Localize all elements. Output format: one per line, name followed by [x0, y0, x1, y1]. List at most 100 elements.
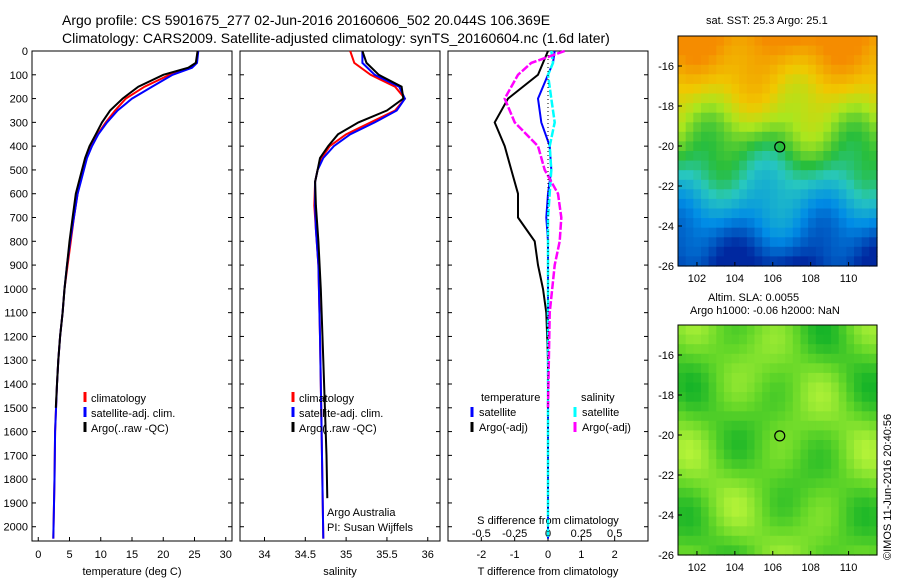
map-cell: [838, 189, 847, 200]
map-cell: [762, 141, 771, 152]
x-axis-label: T difference from climatology: [478, 566, 619, 578]
map-cell: [716, 449, 725, 460]
map-cell: [762, 468, 771, 479]
x-tick-label: 106: [764, 273, 782, 285]
map-cell: [701, 170, 710, 181]
legend-label: Argo(..raw -QC): [299, 423, 377, 435]
map-cell: [754, 218, 763, 229]
map-cell: [723, 74, 733, 85]
map-cell: [792, 516, 802, 527]
map-cell: [815, 237, 825, 248]
map-cell: [739, 179, 748, 190]
map-cell: [808, 179, 817, 190]
map-cell: [708, 344, 717, 355]
map-cell: [815, 420, 825, 431]
map-cell: [762, 516, 771, 527]
map-cell: [823, 401, 832, 412]
map-cell: [785, 382, 794, 393]
map-cell: [846, 198, 855, 210]
map-cell: [831, 151, 840, 162]
y-tick-label: 800: [10, 236, 28, 248]
map-cell: [708, 112, 717, 123]
map-cell: [846, 545, 855, 556]
map-cell: [808, 401, 817, 412]
x-tick-label-salinity: 0.5: [607, 528, 622, 540]
map-cell: [739, 189, 748, 200]
map-cell: [762, 170, 771, 181]
map-cell: [808, 516, 817, 527]
map-cell: [678, 325, 687, 336]
map-cell: [716, 545, 725, 556]
map-cell: [831, 189, 840, 200]
x-tick-label: 35.5: [376, 549, 397, 561]
map-cell: [815, 131, 825, 142]
map-cell: [823, 478, 832, 489]
map-cell: [685, 170, 694, 181]
map-cell: [708, 401, 717, 412]
map-cell: [869, 208, 878, 219]
x-tick-label-salinity: 0.25: [571, 528, 592, 540]
map-cell: [678, 411, 687, 422]
map-cell: [754, 440, 763, 451]
map-cell: [701, 344, 710, 355]
map-cell: [838, 131, 847, 142]
map-cell: [777, 112, 786, 123]
map-cell: [861, 535, 870, 546]
map-cell: [815, 516, 825, 527]
map-cell: [854, 487, 863, 499]
map-cell: [854, 112, 863, 123]
map-cell: [777, 516, 786, 527]
map-cell: [685, 83, 694, 95]
map-cell: [838, 36, 847, 47]
map-cell: [792, 334, 802, 345]
map-cell: [762, 430, 771, 441]
map-cell: [693, 74, 702, 85]
map-cell: [854, 392, 863, 403]
map-cell: [838, 363, 847, 374]
map-cell: [777, 449, 786, 460]
map-cell: [777, 36, 786, 47]
map-cell: [716, 487, 725, 499]
map-cell: [754, 36, 763, 47]
map-cell: [685, 122, 694, 133]
map-cell: [831, 545, 840, 556]
map-cell: [831, 535, 840, 546]
map-cell: [854, 459, 863, 470]
map-cell: [854, 103, 863, 114]
map-cell: [792, 93, 802, 104]
map-cell: [838, 93, 847, 104]
imos-stamp: ©IMOS 11-Jun-2016 20:40:56: [882, 413, 894, 560]
map-cell: [792, 227, 802, 238]
map-cell: [678, 334, 687, 345]
map-cell: [808, 430, 817, 441]
map-cell: [831, 526, 840, 537]
map-cell: [693, 208, 702, 219]
map-cell: [846, 420, 855, 431]
map-cell: [754, 516, 763, 527]
map-cell: [701, 179, 710, 190]
map-cell: [731, 507, 740, 518]
map-cell: [754, 411, 763, 422]
map-cell: [754, 353, 763, 364]
map-cell: [831, 227, 840, 238]
map-cell: [846, 344, 855, 355]
map-cell: [701, 459, 710, 470]
map-cell: [731, 401, 740, 412]
map-cell: [746, 36, 756, 47]
map-cell: [739, 468, 748, 479]
map-cell: [723, 363, 733, 374]
map-cell: [838, 478, 847, 489]
map-cell: [869, 237, 878, 248]
map-cell: [693, 334, 702, 345]
map-cell: [746, 526, 756, 537]
map-cell: [808, 363, 817, 374]
map-cell: [678, 487, 687, 499]
map-cell: [769, 420, 779, 431]
map-cell: [785, 478, 794, 489]
map-cell: [869, 256, 878, 267]
map-cell: [723, 382, 733, 393]
map-cell: [678, 459, 687, 470]
map-cell: [701, 55, 710, 66]
map-cell: [869, 112, 878, 123]
map-cell: [808, 112, 817, 123]
